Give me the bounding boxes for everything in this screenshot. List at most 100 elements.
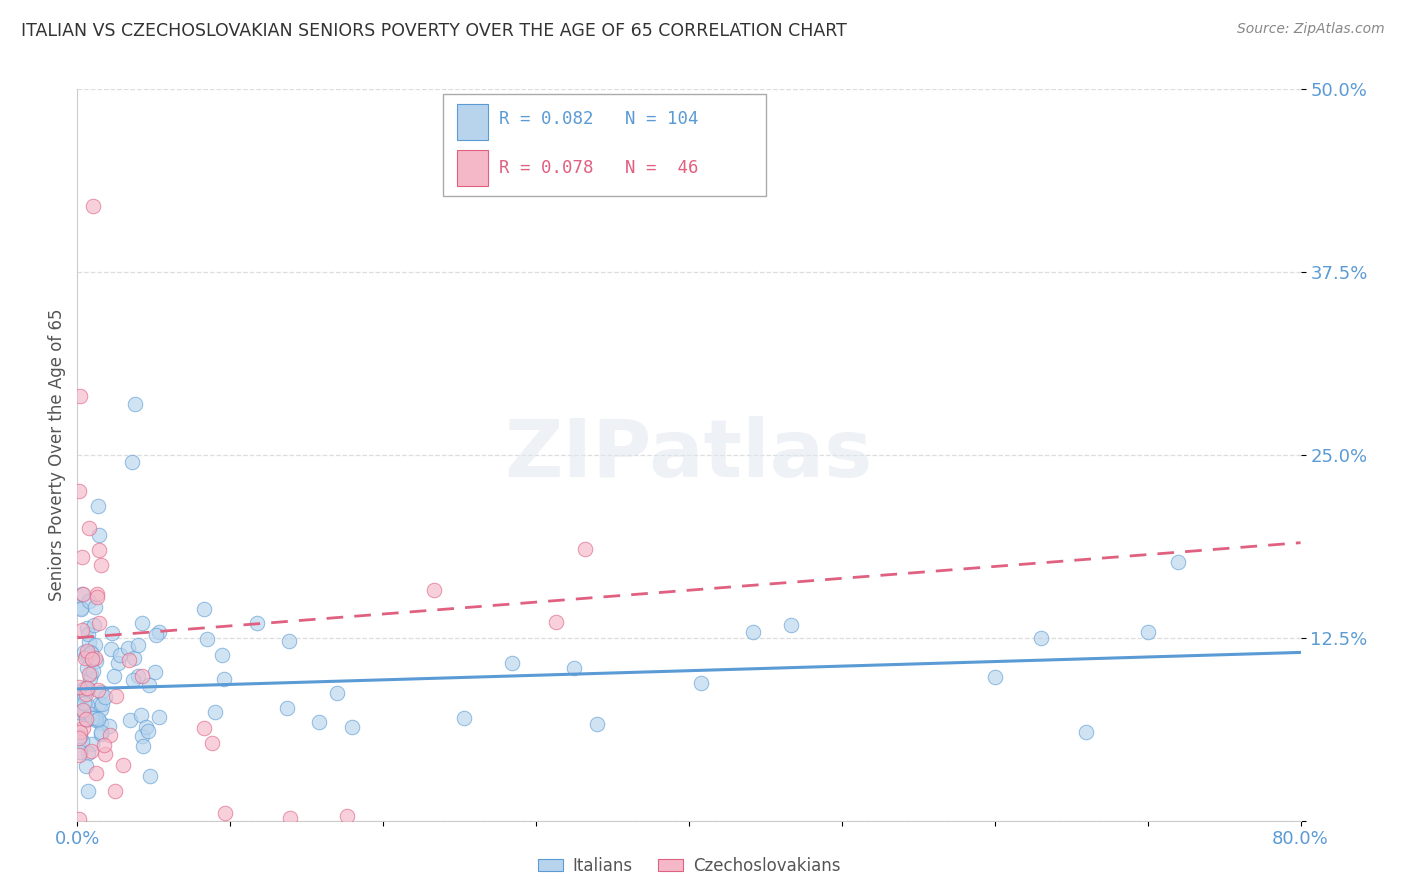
Point <box>70 587 93 601</box>
Point <box>1167 555 1189 569</box>
Point <box>193 721 215 735</box>
Text: Source: ZipAtlas.com: Source: ZipAtlas.com <box>1237 22 1385 37</box>
Point <box>122 651 145 665</box>
Point <box>86 587 108 601</box>
Point <box>72 645 94 659</box>
Point <box>195 632 218 647</box>
Point <box>80 711 103 725</box>
Point <box>80 646 103 660</box>
Legend: Italians, Czechoslovakians: Italians, Czechoslovakians <box>531 850 846 882</box>
Point <box>80 645 103 659</box>
Point <box>69 745 91 759</box>
Point <box>124 397 146 411</box>
Point <box>72 703 94 717</box>
Point <box>80 744 103 758</box>
Point <box>79 671 101 685</box>
Point <box>75 648 97 663</box>
Point <box>87 712 110 726</box>
Point <box>90 697 112 711</box>
Point <box>98 719 121 733</box>
Point <box>103 668 125 682</box>
Point <box>73 696 96 710</box>
Point <box>87 616 110 631</box>
Point <box>84 655 107 669</box>
Point <box>104 690 127 704</box>
Point <box>120 713 142 727</box>
Point <box>204 705 226 719</box>
Point <box>79 667 101 681</box>
Point <box>585 717 607 731</box>
Point <box>76 681 98 696</box>
Point <box>453 710 475 724</box>
Point <box>131 729 153 743</box>
Point <box>67 731 90 745</box>
Point <box>122 673 145 687</box>
Point <box>76 698 98 712</box>
Point <box>742 624 765 639</box>
Point <box>69 389 91 403</box>
Point <box>73 705 96 719</box>
Point <box>193 602 215 616</box>
Point <box>111 757 134 772</box>
Y-axis label: Seniors Poverty Over the Age of 65: Seniors Poverty Over the Age of 65 <box>48 309 66 601</box>
Point <box>131 669 153 683</box>
Point <box>80 652 103 666</box>
Point <box>336 809 359 823</box>
Point <box>79 594 101 608</box>
Point <box>148 710 170 724</box>
Point <box>79 707 101 722</box>
Point <box>127 638 149 652</box>
Text: R = 0.082   N = 104: R = 0.082 N = 104 <box>499 111 699 128</box>
Point <box>246 616 269 631</box>
Point <box>73 706 96 721</box>
Point <box>70 624 93 638</box>
Point <box>501 656 523 670</box>
Point <box>90 558 112 572</box>
Point <box>79 635 101 649</box>
Point <box>83 639 105 653</box>
Point <box>72 682 94 697</box>
Point <box>139 769 162 783</box>
Point <box>73 688 96 702</box>
Point <box>67 812 90 826</box>
Point <box>75 714 97 728</box>
Point <box>340 721 363 735</box>
Point <box>82 665 104 679</box>
Point <box>1029 631 1052 645</box>
Point <box>82 652 104 666</box>
Point <box>101 626 124 640</box>
Point <box>117 641 139 656</box>
Point <box>94 747 117 762</box>
Point <box>69 729 91 743</box>
Point <box>69 725 91 739</box>
Point <box>72 721 94 735</box>
Text: ITALIAN VS CZECHOSLOVAKIAN SENIORS POVERTY OVER THE AGE OF 65 CORRELATION CHART: ITALIAN VS CZECHOSLOVAKIAN SENIORS POVER… <box>21 22 846 40</box>
Point <box>76 747 98 761</box>
Point <box>98 728 121 742</box>
Point <box>87 542 110 557</box>
Point <box>73 681 96 695</box>
Point <box>83 599 105 614</box>
Point <box>84 713 107 727</box>
Point <box>138 678 160 692</box>
Point <box>76 784 98 798</box>
Point <box>76 648 98 662</box>
Point <box>84 711 107 725</box>
Point <box>75 759 97 773</box>
Point <box>87 697 110 711</box>
Point <box>67 680 90 694</box>
Point <box>86 590 108 604</box>
Point <box>72 587 94 601</box>
Point <box>278 633 301 648</box>
Point <box>308 714 330 729</box>
Point <box>211 648 233 663</box>
Point <box>136 724 159 739</box>
Text: ZIPatlas: ZIPatlas <box>505 416 873 494</box>
Point <box>107 656 129 670</box>
Point <box>90 702 112 716</box>
Point <box>80 737 103 751</box>
Point <box>984 669 1007 683</box>
Point <box>90 727 112 741</box>
Point <box>689 676 711 690</box>
Point <box>75 687 97 701</box>
